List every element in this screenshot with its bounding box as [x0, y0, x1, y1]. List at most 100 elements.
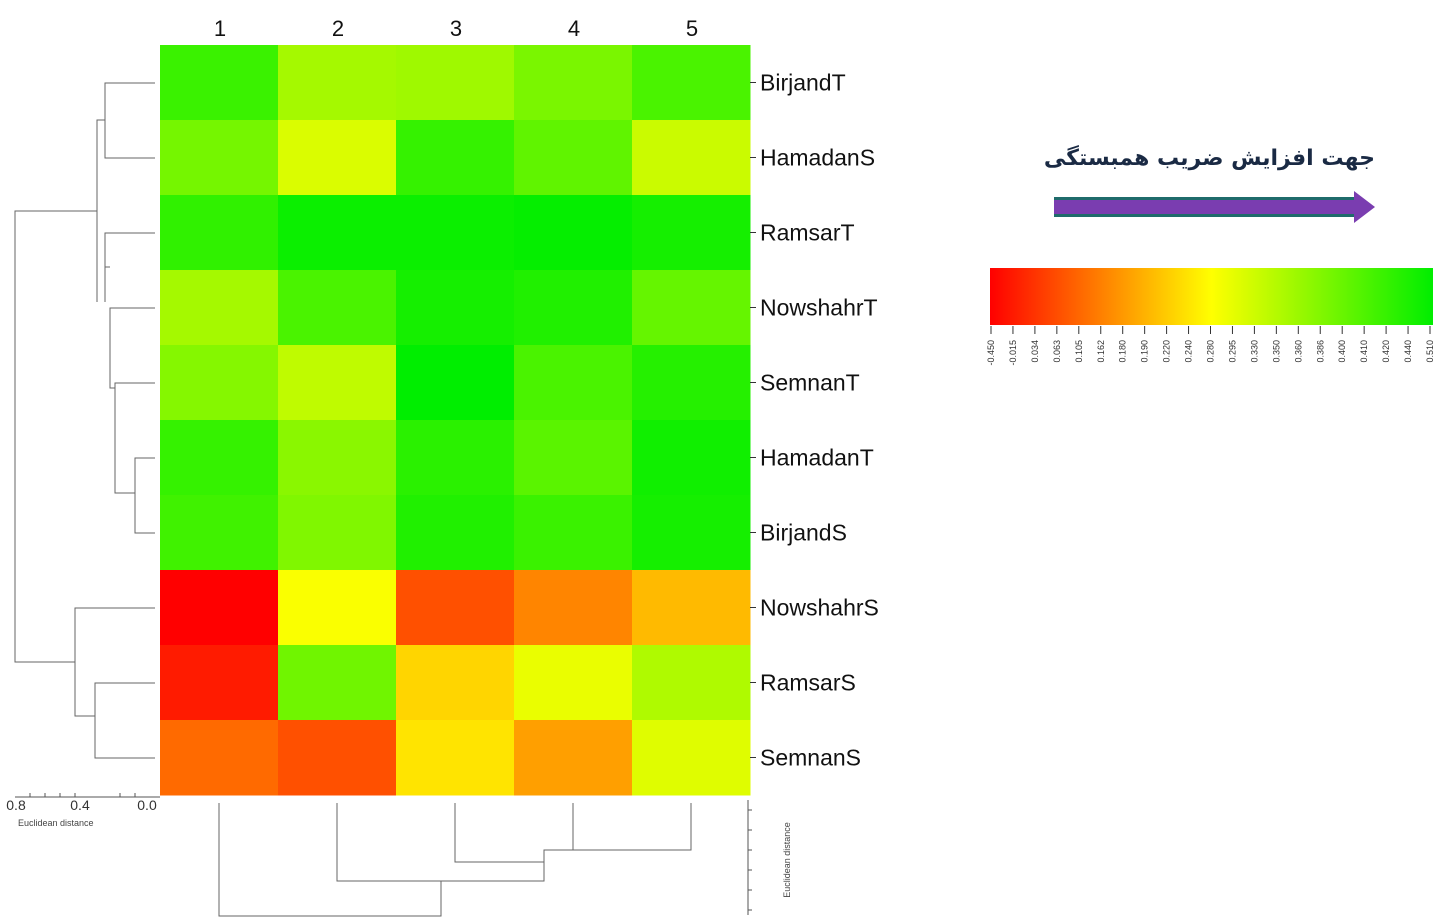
row-dendrogram: [14, 82, 155, 759]
row-label: NowshahrS: [760, 595, 879, 621]
heatmap-cell: [160, 420, 279, 496]
heatmap-cell: [396, 345, 515, 421]
heatmap-cell: [632, 45, 751, 121]
color-scale-tick-label: 0.420: [1381, 340, 1391, 363]
heatmap-cell: [278, 495, 397, 571]
heatmap-cell: [278, 645, 397, 721]
heatmap-cell: [632, 645, 751, 721]
heatmap-cell: [160, 645, 279, 721]
column-label: 3: [450, 16, 462, 41]
column-label: 4: [568, 16, 580, 41]
heatmap-cell: [278, 345, 397, 421]
color-scale-tick-label: 0.360: [1293, 340, 1303, 363]
heatmap-cell: [396, 645, 515, 721]
heatmap-cell: [514, 345, 633, 421]
color-scale-tick-label: 0.410: [1359, 340, 1369, 363]
column-dendrogram-axis-label: Euclidean distance: [782, 822, 792, 898]
row-label: HamadanS: [760, 145, 875, 171]
heatmap-cell: [632, 420, 751, 496]
heatmap-cell: [160, 195, 279, 271]
column-label: 2: [332, 16, 344, 41]
color-scale-tick-label: 0.440: [1403, 340, 1413, 363]
heatmap-cell: [160, 120, 279, 196]
column-label: 5: [686, 16, 698, 41]
heatmap-cell: [278, 270, 397, 346]
heatmap-cell: [278, 570, 397, 646]
heatmap-cell: [278, 720, 397, 796]
heatmap-cell: [514, 45, 633, 121]
heatmap-cell: [160, 570, 279, 646]
heatmap-cell: [396, 720, 515, 796]
color-scale-tick-label: 0.190: [1140, 340, 1150, 363]
heatmap-cell: [396, 45, 515, 121]
row-label: SemnanS: [760, 745, 861, 771]
heatmap-cell: [632, 495, 751, 571]
row-label: BirjandS: [760, 520, 847, 546]
row-dendrogram-tick: 0.0: [137, 797, 157, 813]
color-scale-tick-label: 0.510: [1425, 340, 1434, 363]
column-dendrogram: [218, 803, 692, 917]
row-dendrogram-tick: 0.4: [70, 797, 90, 813]
column-label: 1: [214, 16, 226, 41]
heatmap-cell: [514, 270, 633, 346]
row-dendrogram-axis-label: Euclidean distance: [18, 818, 94, 828]
color-scale-tick-label: -0.015: [1008, 340, 1018, 366]
heatmap-cell: [632, 120, 751, 196]
color-scale-tick-label: 0.386: [1315, 340, 1325, 363]
heatmap-cell: [160, 270, 279, 346]
heatmap-cell: [396, 495, 515, 571]
heatmap-cell: [514, 120, 633, 196]
heatmap-cell: [632, 570, 751, 646]
row-label: HamadanT: [760, 445, 874, 471]
heatmap-cell: [396, 420, 515, 496]
row-label: NowshahrT: [760, 295, 878, 321]
row-label: BirjandT: [760, 70, 846, 96]
heatmap-cell: [396, 570, 515, 646]
color-scale-tick-label: 0.162: [1096, 340, 1106, 363]
row-label: RamsarT: [760, 220, 855, 246]
row-dendrogram-tick: 0.8: [6, 797, 26, 813]
color-scale-ticks: -0.450 -0.015 0.034 0.063 0.105 0.162 0.180 0.1…: [986, 326, 1434, 366]
row-label: SemnanT: [760, 370, 860, 396]
heatmap-cell: [160, 495, 279, 571]
color-scale-tick-label: 0.034: [1030, 340, 1040, 363]
heatmap-cell: [396, 270, 515, 346]
color-scale-tick-label: 0.220: [1162, 340, 1172, 363]
direction-arrow: [1054, 191, 1375, 223]
heatmap-cell: [160, 345, 279, 421]
heatmap-cell: [514, 195, 633, 271]
color-scale-tick-label: 0.295: [1227, 340, 1237, 363]
heatmap-cell: [160, 45, 279, 121]
heatmap-cell: [514, 645, 633, 721]
color-scale-tick-label: 0.105: [1074, 340, 1084, 363]
color-scale-tick-label: 0.180: [1118, 340, 1128, 363]
heatmap-cell: [514, 420, 633, 496]
heatmap-cell: [278, 120, 397, 196]
column-dendrogram-axis: [747, 800, 752, 915]
heatmap-cells: [160, 45, 751, 796]
heatmap-cell: [396, 120, 515, 196]
heatmap-cell: [632, 345, 751, 421]
heatmap-cell: [514, 570, 633, 646]
row-dendrogram-ticks: 0.8 0.4 0.0: [6, 797, 157, 813]
heatmap-cell: [278, 45, 397, 121]
heatmap-cell: [514, 495, 633, 571]
row-labels: BirjandT HamadanS RamsarT NowshahrT SemnanT H…: [750, 70, 879, 771]
heatmap-cell: [396, 195, 515, 271]
color-scale-tick-label: 0.240: [1184, 340, 1194, 363]
heatmap-cell: [632, 720, 751, 796]
heatmap-cell: [278, 420, 397, 496]
heatmap-cell: [160, 720, 279, 796]
column-labels: 1 2 3 4 5: [214, 16, 698, 41]
color-scale-tick-label: 0.280: [1206, 340, 1216, 363]
color-scale-tick-label: 0.350: [1271, 340, 1281, 363]
heatmap-cell: [632, 195, 751, 271]
color-scale-tick-label: -0.450: [986, 340, 996, 366]
heatmap-cell: [632, 270, 751, 346]
correlation-direction-label: جهت افزایش ضریب همبستگی: [1043, 146, 1375, 171]
row-dendrogram-axis: [15, 793, 160, 798]
row-label: RamsarS: [760, 670, 856, 696]
heatmap-cell: [278, 195, 397, 271]
color-scale-tick-label: 0.330: [1249, 340, 1259, 363]
